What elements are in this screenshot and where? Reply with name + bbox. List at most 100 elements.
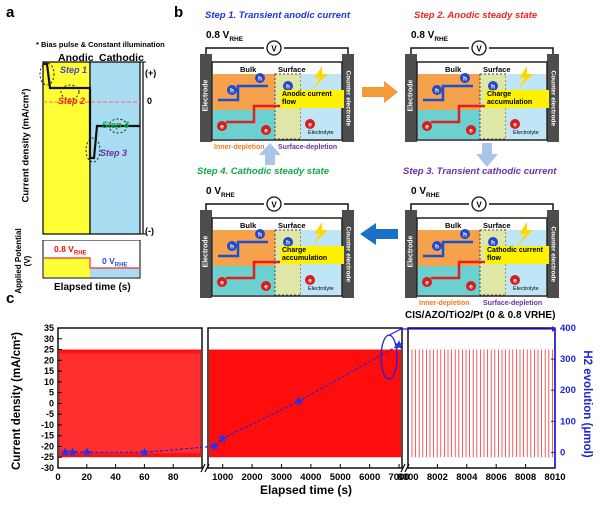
svg-text:e: e bbox=[425, 280, 429, 287]
svg-text:h: h bbox=[258, 76, 262, 83]
svg-text:h: h bbox=[258, 232, 262, 239]
x-tick-label: 0 bbox=[55, 472, 60, 483]
step1-cell-diagram: 0.8 VRHE V bbox=[198, 26, 356, 151]
electrolyte-label: Electrolyte bbox=[308, 130, 334, 136]
svg-text:e: e bbox=[425, 124, 429, 131]
svg-text:h: h bbox=[491, 240, 495, 247]
svg-text:h: h bbox=[230, 88, 234, 95]
cell-drawing: V h h h e e bbox=[200, 196, 354, 298]
h2-data-point bbox=[217, 433, 228, 443]
flow-label: Anodic current flow bbox=[280, 90, 344, 108]
panel-c-label: c bbox=[6, 290, 15, 307]
x-tick-label: 8002 bbox=[427, 472, 448, 483]
x-tick-label: 8006 bbox=[486, 472, 507, 483]
step4-cell-diagram: 0 VRHE V bbox=[198, 182, 356, 298]
y-tick-label: 5 bbox=[49, 388, 54, 398]
flow-label: Cathodic current flow bbox=[485, 246, 549, 264]
x-tick-label: 1000 bbox=[212, 472, 233, 483]
x-tick-label: 6000 bbox=[359, 472, 380, 483]
step2-cell-diagram: 0.8 VRHE V bbox=[403, 26, 561, 142]
electrolyte-label: Electrolyte bbox=[513, 130, 539, 136]
pointer-arrow bbox=[388, 328, 552, 336]
chart-c-svg: 0 20 40 60 80 1000 2000 3000 4000 5000 6000 7000800… bbox=[41, 323, 576, 483]
svg-text:V: V bbox=[476, 201, 482, 210]
inner-depletion-label: Inner-depletion bbox=[419, 300, 470, 307]
y-tick-label: -10 bbox=[41, 420, 54, 430]
svg-text:h: h bbox=[435, 244, 439, 251]
surface-label: Surface bbox=[483, 221, 511, 230]
x-tick-label: 60 bbox=[139, 472, 150, 483]
surface-label: Surface bbox=[278, 65, 306, 74]
flow-label: Charge accumulation bbox=[485, 90, 549, 108]
svg-text:h: h bbox=[491, 84, 495, 91]
step2-tag: Step 2 bbox=[58, 96, 86, 106]
flow-label: Charge accumulation bbox=[280, 246, 344, 264]
plus-sign: (+) bbox=[145, 68, 157, 78]
y-tick-label: 20 bbox=[44, 355, 54, 365]
y-tick-label: -15 bbox=[41, 431, 54, 441]
y-tick-label: 25 bbox=[44, 345, 54, 355]
counter-electrode-label: Counter electrode bbox=[549, 226, 557, 283]
svg-text:V: V bbox=[271, 201, 277, 210]
y2-tick-label: 100 bbox=[560, 416, 576, 427]
anodic-label: Anodic bbox=[58, 52, 94, 64]
svg-text:e: e bbox=[513, 278, 517, 285]
step1-title: Step 1. Transient anodic current bbox=[205, 10, 351, 21]
svg-text:e: e bbox=[220, 280, 224, 287]
y-tick-label: -25 bbox=[41, 452, 54, 462]
cell-voltage: 0 VRHE bbox=[206, 186, 235, 199]
svg-text:e: e bbox=[264, 284, 268, 291]
step4-tag: Step 4 bbox=[102, 120, 130, 130]
cathodic-label: Cathodic bbox=[99, 52, 144, 64]
step3-cell-diagram: 0 VRHE V bbox=[403, 182, 561, 307]
axis-break-mark bbox=[200, 463, 206, 473]
inner-depletion-label: Inner-depletion bbox=[214, 144, 265, 151]
svg-text:e: e bbox=[469, 284, 473, 291]
svg-text:e: e bbox=[308, 278, 312, 285]
x-tick-label: 8004 bbox=[456, 472, 478, 483]
chart-title: CIS/AZO/TiO2/Pt (0 & 0.8 VRHE) bbox=[405, 310, 556, 321]
svg-text:e: e bbox=[264, 128, 268, 135]
axis-break-mark bbox=[400, 463, 406, 473]
y-tick-label: 10 bbox=[44, 377, 54, 387]
cell-drawing: V h h h e e bbox=[200, 40, 354, 142]
h2-data-point bbox=[67, 447, 78, 457]
arrow-step3-to-step4 bbox=[360, 223, 398, 245]
highlight-ellipse bbox=[380, 334, 398, 380]
h2-data-point bbox=[139, 447, 150, 457]
y-tick-label: 30 bbox=[44, 334, 54, 344]
y2-tick-label: 300 bbox=[560, 354, 576, 365]
panel-a-potential-plot bbox=[42, 240, 141, 279]
electrode-label: Electrode bbox=[202, 235, 210, 268]
x-tick-label: 7000 bbox=[388, 472, 409, 483]
step3-tag: Step 3 bbox=[100, 148, 128, 158]
current-band-segment-1 bbox=[59, 349, 201, 458]
svg-text:V: V bbox=[476, 45, 482, 54]
x-tick-label: 8000 bbox=[397, 472, 418, 483]
counter-electrode-label: Counter electrode bbox=[344, 70, 352, 127]
cell-voltage: 0.8 VRHE bbox=[411, 30, 449, 43]
panel-a-xlabel: Elapsed time (s) bbox=[54, 282, 131, 293]
counter-electrode-label: Counter electrode bbox=[549, 70, 557, 127]
chart-frame bbox=[207, 327, 403, 469]
chart-xlabel: Elapsed time (s) bbox=[260, 483, 353, 497]
x-tick-label: 20 bbox=[82, 472, 93, 483]
electrode-label: Electrode bbox=[202, 79, 210, 112]
v-low-label: 0 VRHE bbox=[102, 256, 128, 269]
y-tick-label: -30 bbox=[41, 463, 54, 473]
axis-break-mark bbox=[404, 463, 410, 473]
surface-depletion-label: Surface-depletion bbox=[278, 144, 338, 151]
svg-text:h: h bbox=[463, 76, 467, 83]
surface-label: Surface bbox=[483, 65, 511, 74]
h2-data-point bbox=[60, 447, 70, 457]
y2-tick-label: 0 bbox=[560, 447, 565, 458]
bulk-label: Bulk bbox=[445, 65, 462, 74]
cell-drawing: V h h h e e bbox=[405, 40, 559, 142]
axis-break-mark bbox=[204, 463, 210, 473]
panel-b-label: b bbox=[174, 4, 184, 21]
v-high-label: 0.8 VRHE bbox=[54, 244, 87, 257]
svg-text:e: e bbox=[469, 128, 473, 135]
step3-title: Step 3. Transient cathodic current bbox=[403, 166, 557, 177]
svg-text:e: e bbox=[513, 122, 517, 129]
svg-text:h: h bbox=[286, 240, 290, 247]
